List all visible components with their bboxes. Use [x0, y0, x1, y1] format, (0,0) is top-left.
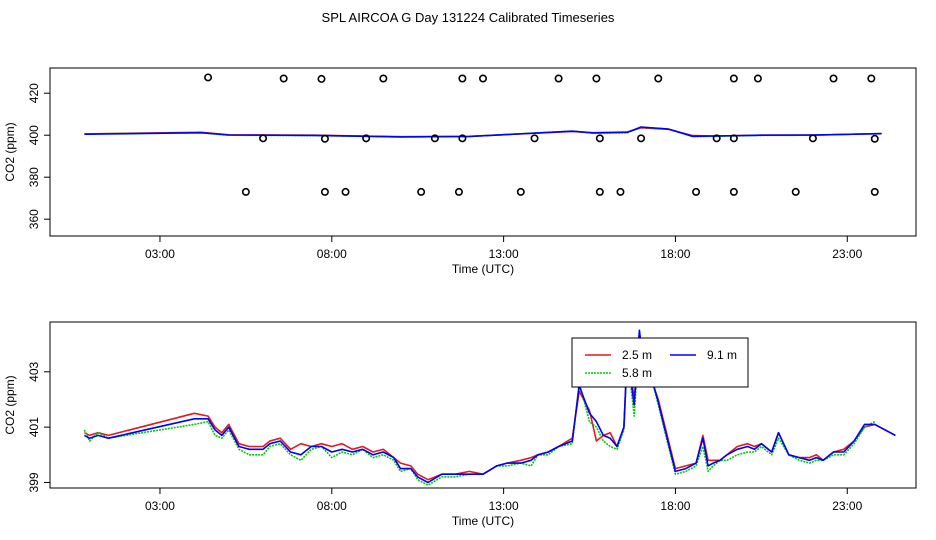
x-tick-label: 13:00	[489, 499, 519, 513]
series-line-green	[83, 332, 876, 487]
data-point	[341, 187, 350, 196]
data-point	[279, 74, 288, 83]
x-axis-label: Time (UTC)	[452, 514, 514, 528]
y-tick-label: 399	[27, 472, 41, 492]
data-point	[616, 187, 625, 196]
data-point	[259, 134, 268, 143]
data-point	[317, 74, 326, 83]
page-title: SPL AIRCOA G Day 131224 Calibrated Times…	[322, 10, 615, 25]
y-tick-label: 401	[27, 417, 41, 437]
legend-box	[571, 337, 749, 388]
data-point	[241, 187, 250, 196]
plot-frame	[49, 321, 917, 489]
y-axis-label: CO2 (ppm)	[3, 375, 17, 434]
data-point	[362, 134, 371, 143]
x-tick-label: 03:00	[145, 499, 175, 513]
series-line-blue	[84, 329, 896, 484]
data-point	[592, 74, 601, 83]
data-point	[430, 134, 439, 143]
x-tick-label: 23:00	[832, 499, 862, 513]
data-point	[379, 74, 388, 83]
x-tick-label: 08:00	[317, 247, 347, 261]
data-point	[654, 74, 663, 83]
data-point	[867, 74, 876, 83]
x-tick-label: 23:00	[832, 247, 862, 261]
y-axis-label: CO2 (ppm)	[3, 122, 17, 181]
data-point	[554, 74, 563, 83]
data-point	[808, 134, 817, 143]
data-point	[791, 187, 800, 196]
data-point	[870, 187, 879, 196]
data-point	[870, 134, 879, 143]
bottom-panel: 03:00 08:00 13:00 18:00 23:00 399 401 403 Time (…	[3, 321, 917, 528]
data-point	[729, 134, 738, 143]
data-point	[516, 187, 525, 196]
y-tick-label: 403	[27, 361, 41, 381]
x-tick-label: 13:00	[489, 247, 519, 261]
data-point	[595, 134, 604, 143]
x-tick-label: 03:00	[145, 247, 175, 261]
series-line-blue	[84, 126, 882, 138]
data-point	[595, 187, 604, 196]
data-point	[753, 74, 762, 83]
y-tick-label: 420	[27, 83, 41, 103]
y-tick-label: 400	[27, 125, 41, 145]
y-tick-label: 380	[27, 167, 41, 187]
top-panel: 03:00 08:00 13:00 18:00 23:00 360 380 400 420 Tim…	[3, 67, 917, 276]
data-point	[458, 134, 467, 143]
data-point	[417, 187, 426, 196]
plot-frame	[49, 67, 917, 237]
y-tick-label: 360	[27, 209, 41, 229]
data-point	[829, 74, 838, 83]
x-axis-label: Time (UTC)	[452, 262, 514, 276]
data-point	[637, 134, 646, 143]
legend-label: 9.1 m	[707, 348, 737, 362]
data-point	[320, 134, 329, 143]
legend-label: 5.8 m	[622, 366, 652, 380]
data-point	[478, 74, 487, 83]
series-line-red	[84, 332, 896, 481]
legend: 2.5 m 5.8 m 9.1 m	[571, 337, 749, 388]
x-tick-label: 18:00	[660, 499, 690, 513]
data-point	[458, 74, 467, 83]
data-point	[729, 187, 738, 196]
data-point	[692, 187, 701, 196]
x-tick-label: 08:00	[317, 499, 347, 513]
data-point	[729, 74, 738, 83]
x-tick-label: 18:00	[660, 247, 690, 261]
data-point	[454, 187, 463, 196]
data-point	[530, 134, 539, 143]
legend-label: 2.5 m	[622, 348, 652, 362]
data-point	[320, 187, 329, 196]
data-point	[204, 73, 213, 82]
data-point	[712, 134, 721, 143]
